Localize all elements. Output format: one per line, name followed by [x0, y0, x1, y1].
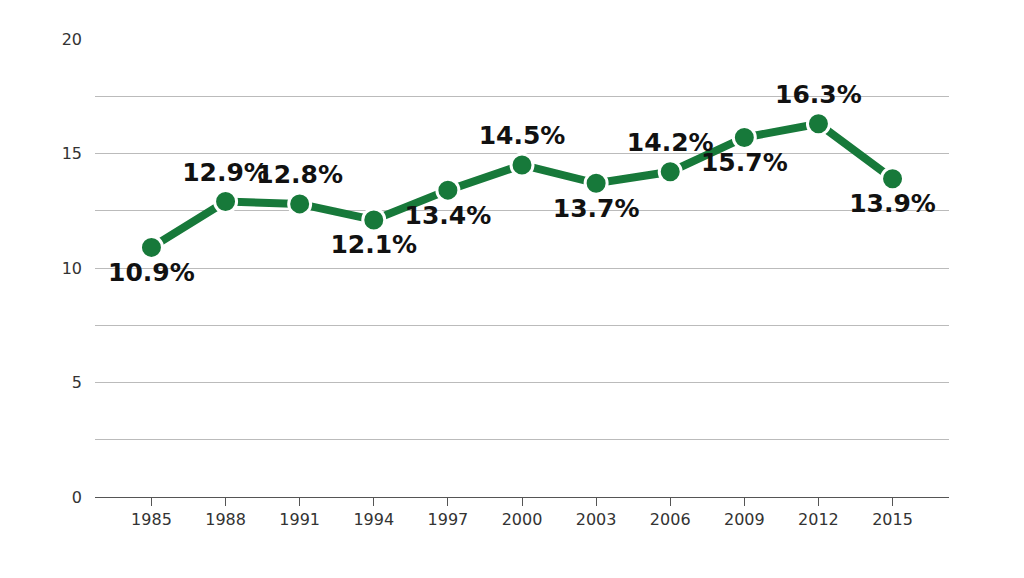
svg-text:12.8%: 12.8%	[256, 160, 343, 189]
svg-text:2015: 2015	[872, 510, 913, 529]
svg-text:13.7%: 13.7%	[553, 194, 640, 223]
svg-text:16.3%: 16.3%	[775, 80, 862, 109]
svg-text:14.5%: 14.5%	[479, 121, 566, 150]
svg-text:2000: 2000	[502, 510, 543, 529]
svg-text:1985: 1985	[131, 510, 172, 529]
svg-text:2003: 2003	[576, 510, 617, 529]
svg-text:12.9%: 12.9%	[182, 158, 269, 187]
svg-text:20: 20	[62, 30, 82, 49]
svg-text:10.9%: 10.9%	[108, 258, 195, 287]
svg-text:5: 5	[72, 373, 82, 392]
svg-text:15: 15	[62, 144, 82, 163]
svg-text:1991: 1991	[279, 510, 320, 529]
svg-text:14.2%: 14.2%	[627, 128, 714, 157]
svg-text:12.1%: 12.1%	[330, 230, 417, 259]
svg-text:0: 0	[72, 488, 82, 507]
svg-text:2009: 2009	[724, 510, 765, 529]
svg-text:13.9%: 13.9%	[849, 189, 936, 218]
svg-text:15.7%: 15.7%	[701, 148, 788, 177]
svg-text:13.4%: 13.4%	[405, 201, 492, 230]
svg-text:1997: 1997	[428, 510, 469, 529]
svg-text:2006: 2006	[650, 510, 691, 529]
svg-text:1994: 1994	[353, 510, 394, 529]
svg-text:1988: 1988	[205, 510, 246, 529]
svg-text:2012: 2012	[798, 510, 839, 529]
svg-text:10: 10	[62, 259, 82, 278]
